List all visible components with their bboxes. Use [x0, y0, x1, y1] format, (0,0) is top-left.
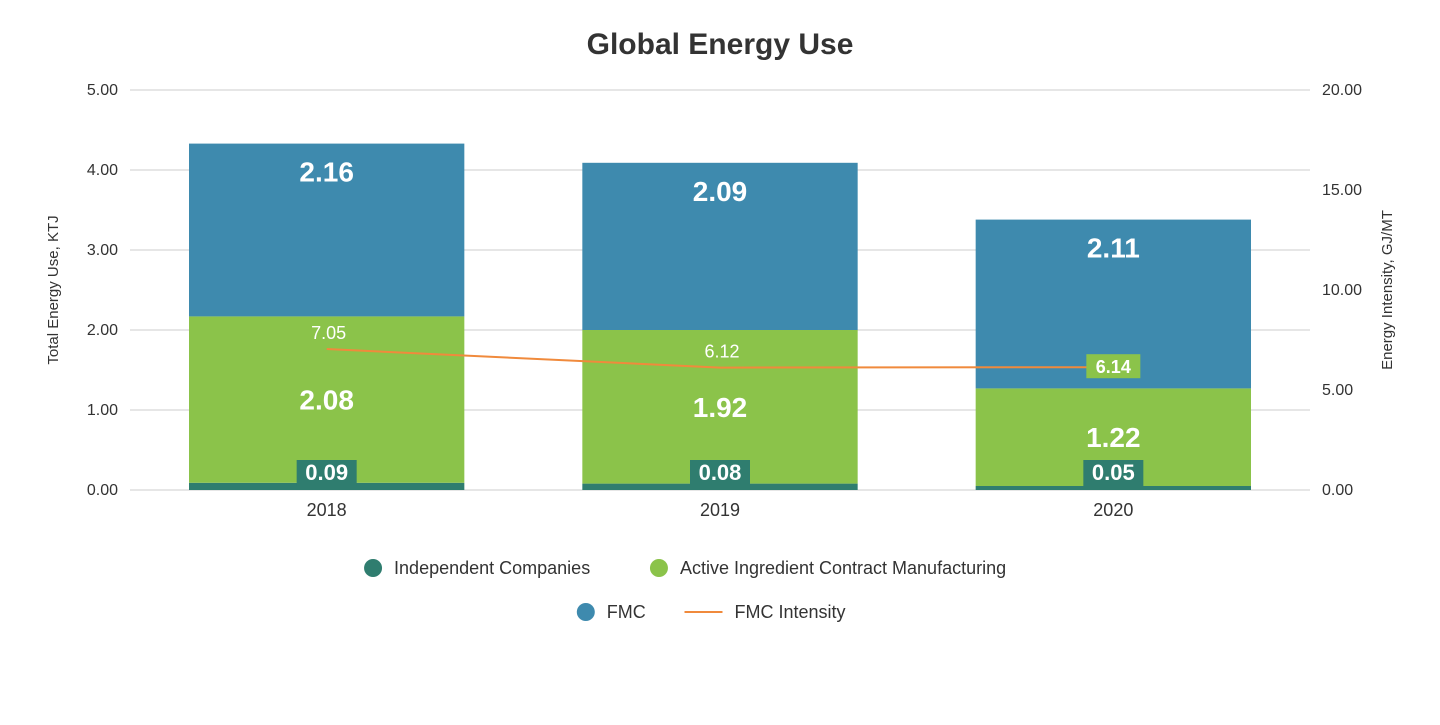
- left-tick-label: 4.00: [87, 162, 118, 179]
- category-label: 2020: [1093, 500, 1133, 520]
- aicm-value-label: 1.92: [693, 392, 748, 423]
- left-tick-label: 1.00: [87, 402, 118, 419]
- chart-svg: 0.00 1.00 2.00 3.00 4.00 5.00 0.00 5.00 10.00 15.…: [0, 0, 1440, 720]
- right-tick-label: 0.00: [1322, 482, 1353, 499]
- independent-value-label: 0.09: [305, 460, 348, 485]
- legend-label-aicm: Active Ingredient Contract Manufacturing: [680, 558, 1006, 578]
- legend-label-intensity: FMC Intensity: [735, 602, 846, 622]
- right-axis-label: Energy Intensity, GJ/MT: [1379, 210, 1396, 370]
- left-tick-label: 3.00: [87, 242, 118, 259]
- bar-independent: [976, 486, 1251, 490]
- intensity-value-label: 6.12: [704, 342, 739, 362]
- category-label: 2019: [700, 500, 740, 520]
- legend-swatch-independent: [364, 559, 382, 577]
- independent-value-label: 0.05: [1092, 460, 1135, 485]
- left-axis-label: Total Energy Use, KTJ: [45, 215, 62, 364]
- left-tick-label: 5.00: [87, 82, 118, 99]
- chart-container: Global Energy Use 0.00 1.00 2.00 3.00 4.00 5.…: [0, 0, 1440, 720]
- independent-value-label: 0.08: [699, 460, 742, 485]
- legend-label-fmc: FMC: [607, 602, 646, 622]
- aicm-value-label: 2.08: [299, 385, 354, 416]
- chart-title: Global Energy Use: [0, 28, 1440, 62]
- right-tick-label: 10.00: [1322, 282, 1362, 299]
- right-tick-label: 5.00: [1322, 382, 1353, 399]
- intensity-value-label: 6.14: [1096, 357, 1131, 377]
- right-tick-label: 15.00: [1322, 182, 1362, 199]
- right-tick-label: 20.00: [1322, 82, 1362, 99]
- fmc-value-label: 2.11: [1087, 233, 1140, 264]
- fmc-value-label: 2.09: [693, 176, 748, 207]
- left-tick-label: 0.00: [87, 482, 118, 499]
- category-label: 2018: [307, 500, 347, 520]
- legend-label-independent: Independent Companies: [394, 558, 590, 578]
- intensity-value-label: 7.05: [311, 323, 346, 343]
- legend-swatch-aicm: [650, 559, 668, 577]
- left-tick-label: 2.00: [87, 322, 118, 339]
- fmc-value-label: 2.16: [299, 157, 354, 188]
- legend-swatch-fmc: [577, 603, 595, 621]
- aicm-value-label: 1.22: [1086, 422, 1141, 453]
